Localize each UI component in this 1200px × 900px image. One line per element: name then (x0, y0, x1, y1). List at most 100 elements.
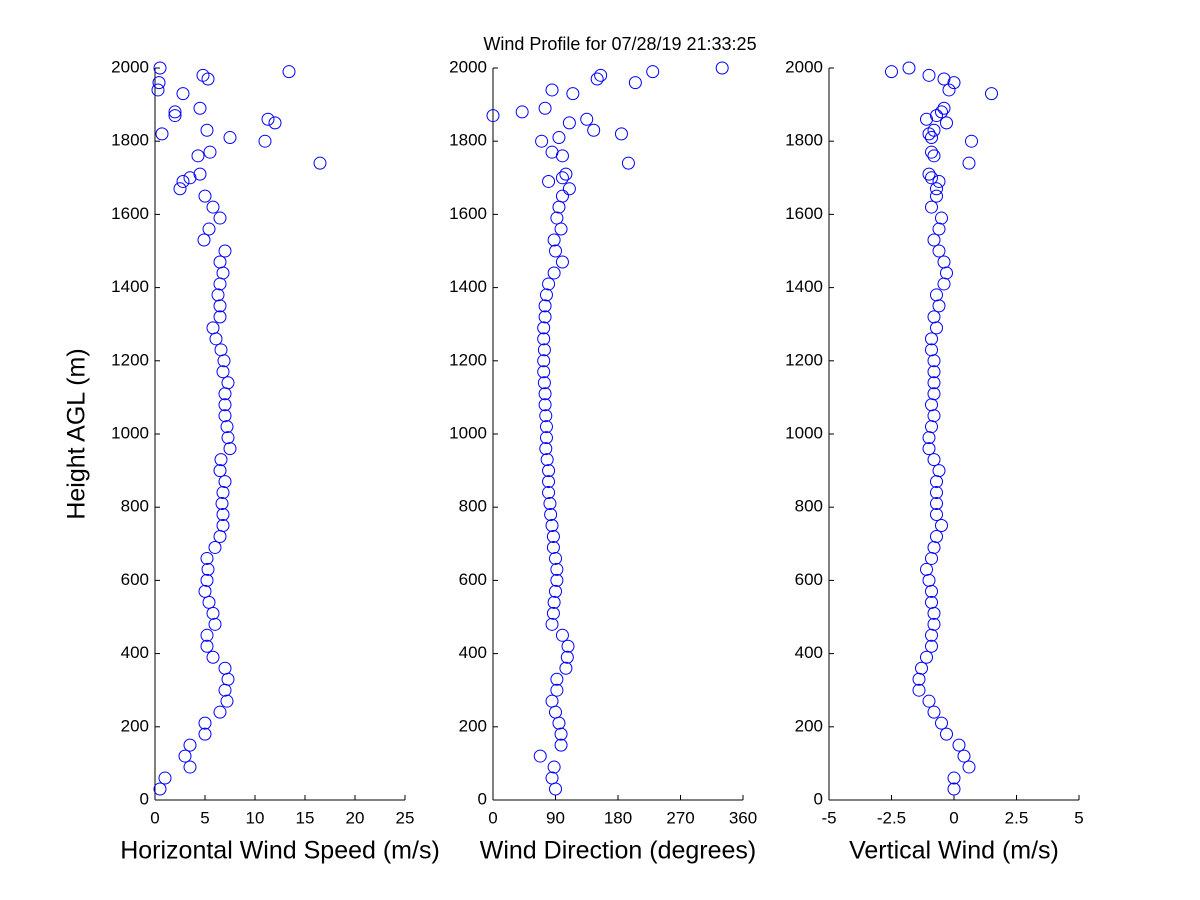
point (552, 131, 566, 145)
point (922, 68, 936, 82)
point (922, 694, 936, 708)
point (947, 771, 961, 785)
point (538, 101, 552, 115)
point (200, 123, 214, 137)
point (193, 167, 207, 181)
x-tick-label: 360 (729, 808, 757, 827)
point (549, 705, 562, 719)
point (220, 420, 234, 434)
point (628, 76, 642, 90)
point (925, 595, 938, 609)
point (218, 683, 232, 697)
point (218, 475, 232, 489)
point (927, 409, 941, 423)
point (930, 321, 943, 335)
point (223, 131, 237, 145)
point (927, 387, 941, 401)
point (213, 310, 227, 324)
point (922, 167, 936, 181)
point (200, 639, 214, 653)
point (957, 749, 971, 763)
point (922, 573, 936, 587)
point (218, 661, 232, 675)
point (927, 705, 941, 719)
y-tick-label: 800 (459, 497, 487, 516)
point (201, 562, 215, 576)
point (537, 332, 551, 346)
point (930, 486, 943, 500)
point (196, 68, 210, 82)
point (539, 442, 553, 456)
point (216, 266, 230, 280)
point (545, 519, 559, 532)
point (547, 266, 561, 280)
point (168, 105, 182, 119)
y-tick-label: 1600 (449, 204, 487, 223)
point (550, 211, 564, 225)
x-tick-label: 90 (546, 808, 565, 827)
point (213, 277, 227, 291)
point (937, 277, 951, 291)
point (935, 519, 948, 532)
y-tick-label: 1200 (449, 350, 487, 369)
point (542, 277, 556, 291)
point (547, 760, 561, 774)
y-tick-label: 1000 (449, 423, 487, 442)
point (925, 639, 938, 653)
x-tick-label: 5 (1074, 808, 1083, 827)
y-tick-label: 0 (478, 789, 487, 808)
x-tick-label: 0 (488, 808, 497, 827)
point (540, 453, 554, 467)
point (213, 464, 227, 478)
point (208, 617, 222, 631)
point (202, 222, 216, 236)
point (538, 310, 552, 324)
point (927, 376, 941, 390)
point (554, 727, 568, 741)
y-tick-label: 2000 (111, 57, 149, 76)
point (538, 299, 552, 313)
point (925, 398, 938, 412)
point (932, 174, 946, 188)
point (183, 171, 197, 185)
point (927, 453, 941, 467)
point (538, 387, 552, 401)
point (546, 529, 560, 543)
point (965, 134, 978, 148)
point (218, 409, 232, 423)
point (213, 529, 227, 543)
point (220, 694, 234, 708)
point (550, 672, 564, 686)
point (555, 189, 569, 203)
point (935, 716, 948, 730)
point (912, 683, 926, 697)
point (198, 189, 212, 203)
point (940, 116, 953, 130)
point (885, 65, 898, 79)
point (221, 376, 235, 390)
point (559, 661, 573, 675)
point (533, 749, 547, 763)
point (562, 182, 576, 196)
point (515, 105, 529, 119)
point (930, 497, 943, 511)
point (216, 508, 230, 522)
point (214, 343, 228, 357)
y-tick-label: 1000 (111, 423, 149, 442)
x-tick-label: 15 (296, 808, 315, 827)
point (545, 771, 559, 785)
point (927, 606, 941, 620)
point (176, 87, 190, 101)
point (715, 61, 729, 75)
y-tick-label: 600 (121, 570, 149, 589)
point (152, 76, 166, 90)
point (547, 233, 561, 247)
point (594, 68, 608, 82)
point (930, 508, 943, 522)
point (202, 595, 216, 609)
point (550, 562, 564, 576)
point (614, 127, 628, 141)
x-tick-label: 0 (150, 808, 159, 827)
y-tick-label: 1800 (449, 131, 487, 150)
point (215, 497, 229, 511)
